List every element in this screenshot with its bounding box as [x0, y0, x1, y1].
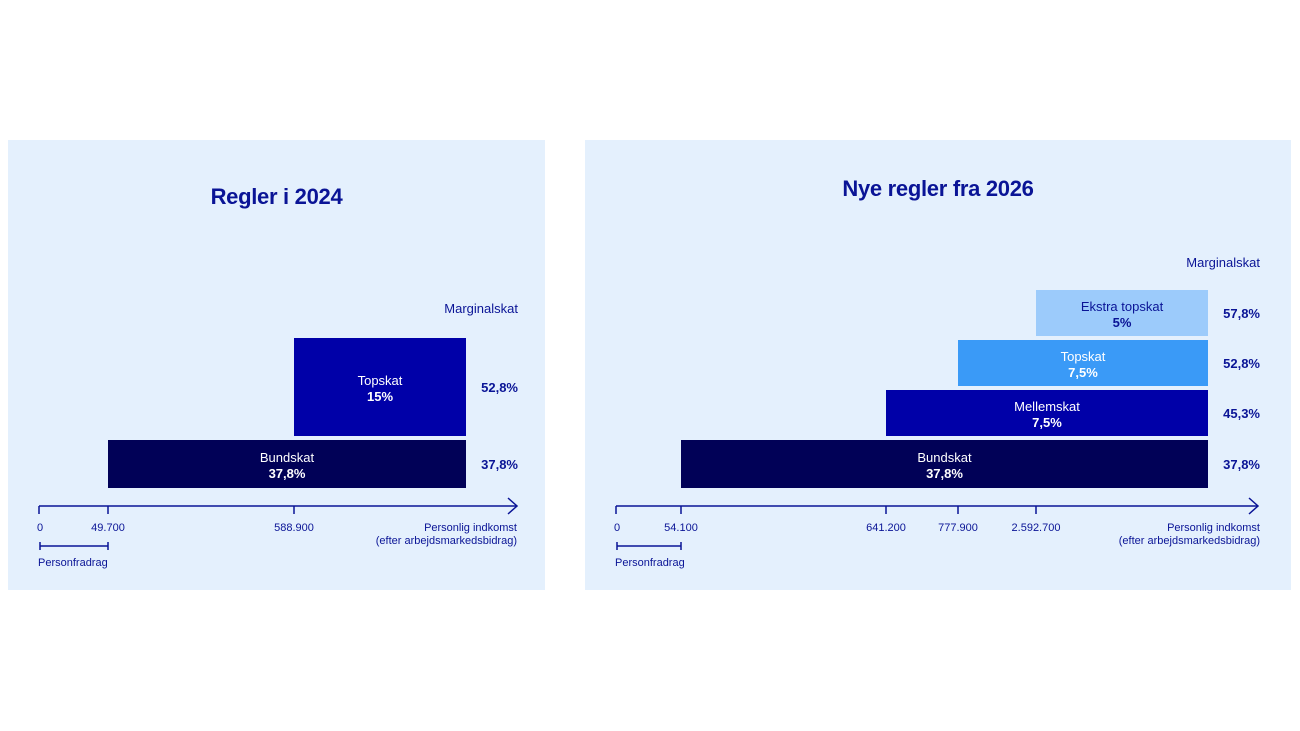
marginal-rate-label: 37,8% — [1223, 457, 1260, 472]
x-tick-label: 0 — [37, 522, 43, 534]
chart-title: Regler i 2024 — [210, 184, 343, 209]
bar-ekstra-topskat — [1036, 290, 1208, 336]
bar-topskat — [294, 338, 466, 436]
chart-2024: MarginalskatBundskat37,8%37,8%Topskat15%… — [37, 301, 519, 569]
chart-2026: MarginalskatBundskat37,8%37,8%Mellemskat… — [614, 255, 1260, 569]
x-axis-title: Personlig indkomst — [1167, 522, 1260, 534]
x-tick-label: 2.592.700 — [1012, 522, 1061, 534]
x-axis-title-sub: (efter arbejdsmarkedsbidrag) — [376, 535, 517, 547]
chart-panel-2026: Nye regler fra 2026 Marginalskat Bundskat… — [585, 140, 1291, 590]
marginal-header: Marginalskat — [1186, 255, 1260, 270]
bar-rate-label: 7,5% — [1032, 415, 1062, 430]
x-tick-label: 777.900 — [938, 522, 978, 534]
x-tick-label: 49.700 — [91, 522, 125, 534]
x-tick-label: 641.200 — [866, 522, 906, 534]
bar-label: Topskat — [1061, 349, 1106, 364]
x-tick-label: 54.100 — [664, 522, 698, 534]
bar-rate-label: 7,5% — [1068, 365, 1098, 380]
bar-rate-label: 37,8% — [926, 466, 963, 481]
bar-mellemskat — [886, 390, 1208, 436]
x-axis-arrow-icon — [507, 497, 519, 515]
bar-topskat — [958, 340, 1208, 386]
bar-bundskat — [108, 440, 466, 488]
chart-panel-2024: Regler i 2024 Marginalskat Bundskat 37,8% 3… — [8, 140, 545, 590]
x-tick-label: 0 — [614, 522, 620, 534]
bar-label: Bundskat — [260, 450, 315, 465]
marginal-rate-label: 52,8% — [481, 380, 518, 395]
x-axis-title: Personlig indkomst — [424, 522, 517, 534]
bar-bundskat — [681, 440, 1208, 488]
bar-label: Bundskat — [917, 450, 972, 465]
bar-rate-label: 37,8% — [269, 466, 306, 481]
chart-title: Nye regler fra 2026 — [842, 176, 1034, 201]
bar-label: Mellemskat — [1014, 399, 1080, 414]
bar-rate-label: 5% — [1113, 315, 1132, 330]
marginal-rate-label: 52,8% — [1223, 356, 1260, 371]
x-axis-arrow-icon — [1248, 497, 1260, 515]
personfradrag-label: Personfradrag — [615, 557, 685, 569]
personfradrag-label: Personfradrag — [38, 557, 108, 569]
x-axis-title-sub: (efter arbejdsmarkedsbidrag) — [1119, 535, 1260, 547]
bar-label: Ekstra topskat — [1081, 299, 1164, 314]
bar-rate-label: 15% — [367, 389, 393, 404]
bar-label: Topskat — [358, 373, 403, 388]
marginal-rate-label: 57,8% — [1223, 306, 1260, 321]
marginal-rate-label: 45,3% — [1223, 406, 1260, 421]
x-tick-label: 588.900 — [274, 522, 314, 534]
marginal-rate-label: 37,8% — [481, 457, 518, 472]
marginal-header: Marginalskat — [444, 301, 518, 316]
